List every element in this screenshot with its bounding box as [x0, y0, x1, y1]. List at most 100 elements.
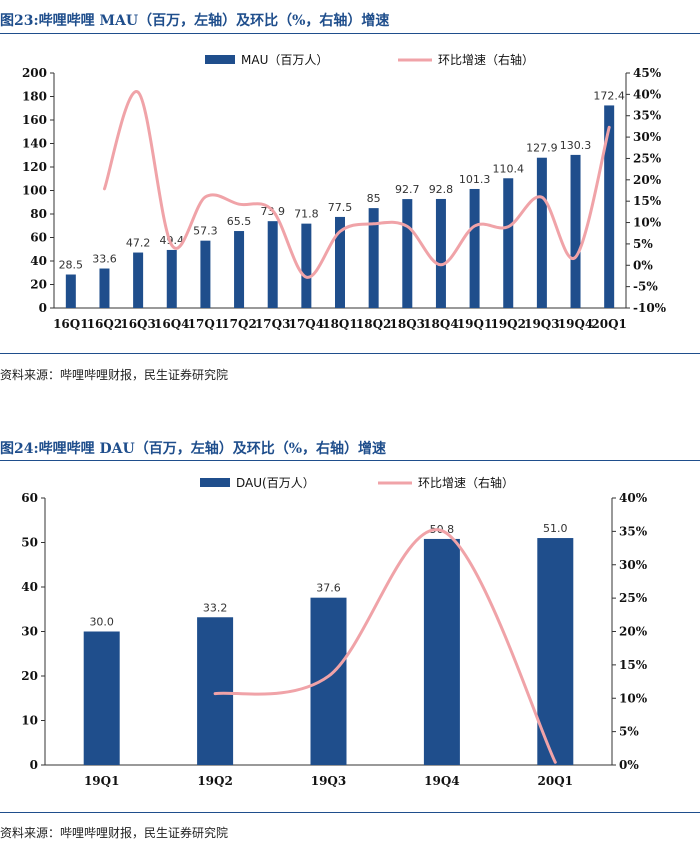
mau-bar: [503, 178, 514, 308]
dau-left-tick-label: 50: [21, 536, 38, 550]
dau-left-tick-label: 30: [21, 625, 38, 639]
mau-category-label: 18Q1: [322, 317, 358, 331]
mau-bar: [133, 252, 144, 308]
mau-legend-line-label: 环比增速（右轴）: [438, 52, 534, 67]
dau-bar: [423, 538, 460, 765]
mau-right-tick-label: 45%: [633, 66, 662, 80]
dau-bar: [537, 538, 574, 765]
mau-left-tick-label: 140: [22, 137, 47, 151]
mau-bar: [604, 105, 615, 309]
mau-bar: [469, 188, 480, 308]
mau-bar-value-label: 101.3: [459, 173, 491, 186]
mau-bar-value-label: 65.5: [227, 215, 252, 228]
dau-chart: 0 10 20 30 40 50 60 0% 5% 10% 15% 20% 25% 30% 35% 40% 30…: [21, 475, 648, 788]
mau-left-tick-label: 0: [39, 301, 47, 315]
mau-category-label: 17Q3: [255, 317, 291, 331]
mau-right-tick-label: 35%: [633, 109, 662, 123]
dau-left-tick-label: 0: [30, 758, 38, 772]
figure2-title: 图24:哔哩哔哩 DAU（百万，左轴）及环比（%，右轴）增速: [0, 441, 387, 457]
dau-bar-value-label: 33.2: [203, 601, 228, 614]
mau-bar: [570, 154, 581, 308]
mau-left-tick-label: 120: [22, 160, 47, 174]
mau-category-label: 17Q2: [221, 317, 257, 331]
dau-right-tick-label: 30%: [619, 558, 648, 572]
mau-bar-value-label: 49.4: [160, 234, 185, 247]
mau-bar-value-label: 85: [367, 192, 381, 205]
dau-left-tick-label: 40: [21, 580, 38, 594]
mau-category-label: 19Q3: [524, 317, 560, 331]
mau-bar: [200, 240, 211, 308]
mau-bar-value-label: 33.6: [92, 253, 117, 266]
mau-right-tick-label: 25%: [633, 151, 662, 165]
mau-left-tick-label: 40: [30, 254, 47, 268]
mau-bar-value-label: 47.2: [126, 237, 151, 250]
mau-right-tick-label: 40%: [633, 87, 662, 101]
mau-category-label: 16Q4: [154, 317, 190, 331]
dau-bar-value-label: 37.6: [316, 582, 341, 595]
dau-right-tick-label: 0%: [619, 758, 639, 772]
mau-category-label: 19Q4: [558, 317, 594, 331]
dau-bar: [83, 631, 120, 765]
dau-right-tick-label: 10%: [619, 691, 648, 705]
dau-category-label: 19Q4: [424, 774, 460, 788]
dau-right-tick-label: 15%: [619, 658, 648, 672]
mau-bar-value-label: 172.4: [593, 89, 625, 102]
mau-legend-bar-label: MAU（百万人）: [241, 53, 328, 67]
mau-category-label: 18Q2: [356, 317, 392, 331]
mau-bar: [65, 274, 76, 308]
mau-category-label: 16Q2: [87, 317, 123, 331]
mau-bar-value-label: 130.3: [560, 139, 592, 152]
mau-bar-value-label: 28.5: [59, 259, 84, 272]
mau-left-tick-label: 60: [30, 231, 47, 245]
mau-bar-value-label: 77.5: [328, 201, 353, 214]
mau-left-tick-label: 100: [22, 184, 47, 198]
figure1-bottom-rule: [0, 353, 700, 354]
dau-right-tick-label: 5%: [619, 725, 639, 739]
dau-legend-bar-label: DAU(百万人）: [236, 476, 315, 490]
mau-bar: [267, 221, 278, 308]
dau-category-label: 19Q1: [84, 774, 120, 788]
dau-right-tick-label: 35%: [619, 524, 648, 538]
mau-right-tick-label: 30%: [633, 130, 662, 144]
mau-category-label: 17Q4: [289, 317, 325, 331]
mau-chart: 0 20 40 60 80 100 120 140 160 180 200 -10% -5% 0% 5% 10…: [22, 52, 667, 331]
dau-legend-line-label: 环比增速（右轴）: [418, 475, 514, 490]
mau-category-label: 16Q1: [53, 317, 89, 331]
mau-bar: [99, 268, 110, 308]
figure2-source: 资料来源：哔哩哔哩财报，民生证券研究院: [0, 826, 229, 840]
mau-right-tick-label: 5%: [633, 237, 653, 251]
mau-bar: [335, 216, 345, 308]
dau-category-label: 20Q1: [538, 774, 574, 788]
figure1-title: 图23:哔哩哔哩 MAU（百万，左轴）及环比（%，右轴）增速: [0, 13, 390, 29]
mau-bar-value-label: 92.8: [429, 183, 454, 196]
dau-right-tick-label: 40%: [619, 491, 648, 505]
figure2-title-rule: [0, 460, 700, 461]
mau-category-label: 20Q1: [591, 317, 627, 331]
mau-right-tick-label: 10%: [633, 216, 662, 230]
mau-left-tick-label: 160: [22, 113, 47, 127]
dau-right-tick-label: 25%: [619, 591, 648, 605]
dau-left-tick-label: 60: [21, 491, 38, 505]
dau-right-tick-label: 20%: [619, 625, 648, 639]
dau-left-tick-label: 10: [21, 714, 38, 728]
figure2-bottom-rule: [0, 812, 700, 813]
dau-category-label: 19Q2: [197, 774, 233, 788]
dau-bar: [197, 617, 234, 765]
dau-category-label: 19Q3: [311, 774, 347, 788]
mau-bar-value-label: 92.7: [395, 183, 420, 196]
mau-left-tick-label: 80: [30, 207, 47, 221]
mau-bar-value-label: 110.4: [492, 162, 524, 175]
mau-right-tick-label: 0%: [633, 258, 653, 272]
mau-right-tick-label: 20%: [633, 173, 662, 187]
figure1-title-rule: [0, 33, 700, 34]
mau-bar: [536, 157, 547, 308]
dau-bar-value-label: 30.0: [89, 616, 114, 629]
mau-left-tick-label: 180: [22, 90, 47, 104]
mau-bar: [301, 223, 312, 308]
dau-bar-value-label: 51.0: [543, 522, 568, 535]
mau-right-tick-label: 15%: [633, 194, 662, 208]
mau-bar: [435, 198, 446, 308]
mau-bar: [166, 249, 177, 308]
mau-bar: [234, 231, 245, 308]
mau-bar-value-label: 57.3: [193, 225, 218, 238]
